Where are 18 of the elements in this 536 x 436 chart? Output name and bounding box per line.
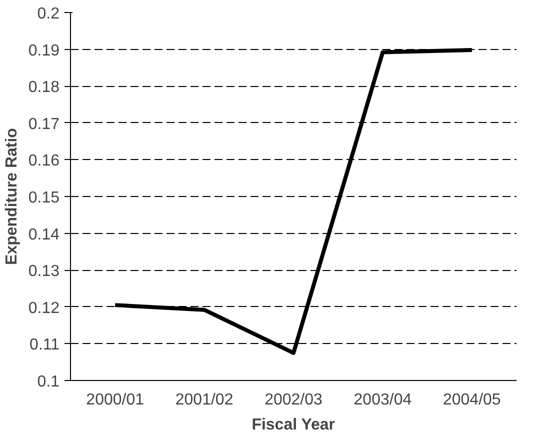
x-tick-label: 2004/05 [442,392,501,408]
x-tick-label: 2002/03 [264,392,323,408]
y-tick-label: 0.1 [37,374,60,390]
x-tick-label: 2003/04 [354,392,412,408]
y-axis-title: Expenditure Ratio [3,128,20,265]
y-tick-label: 0.13 [28,263,60,280]
y-tick-label: 0.14 [28,226,60,244]
y-tick-label: 0.19 [28,42,60,60]
x-axis-title: Fiscal Year [252,416,336,434]
y-tick-label: 0.11 [30,336,60,354]
y-tick-label: 0.2 [37,6,60,22]
y-tick-label: 0.12 [28,300,60,317]
y-tick-label: 0.15 [28,190,60,206]
y-tick-label: 0.16 [28,152,60,170]
x-tick-label: 2000/01 [86,392,144,408]
y-tick-label: 0.18 [28,79,60,96]
y-tick-label: 0.17 [28,116,60,133]
x-tick-label: 2001/02 [175,392,234,408]
